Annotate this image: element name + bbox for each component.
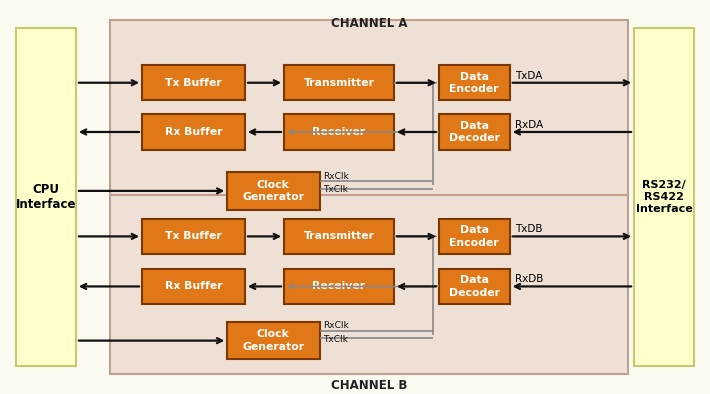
Text: CPU
Interface: CPU Interface [16,183,76,211]
Bar [227,322,320,359]
Bar [142,269,245,304]
Text: Clock
Generator: Clock Generator [242,180,305,202]
Bar [284,269,394,304]
Bar [439,65,510,100]
Text: TxClk: TxClk [323,185,348,194]
Text: TxDA: TxDA [515,71,543,81]
Text: TxClk: TxClk [323,335,348,344]
Text: RxDA: RxDA [515,120,544,130]
Text: RxClk: RxClk [323,172,349,180]
Bar [142,114,245,150]
Text: RxDB: RxDB [515,274,544,284]
Text: RxClk: RxClk [323,322,349,330]
Text: Tx Buffer: Tx Buffer [165,78,222,88]
Bar [284,114,394,150]
Text: Clock
Generator: Clock Generator [242,329,305,352]
Bar [284,219,394,254]
Text: Data
Encoder: Data Encoder [449,225,499,247]
Bar [227,172,320,210]
Text: Rx Buffer: Rx Buffer [165,281,222,292]
Bar [142,219,245,254]
Text: Transmitter: Transmitter [304,78,375,88]
Text: Transmitter: Transmitter [304,231,375,242]
Bar [439,114,510,150]
Text: Receiver: Receiver [312,127,366,137]
Text: Data
Decoder: Data Decoder [449,121,500,143]
Text: Receiver: Receiver [312,281,366,292]
Text: RS232/
RS422
Interface: RS232/ RS422 Interface [636,180,692,214]
Bar [439,219,510,254]
Text: Data
Encoder: Data Encoder [449,72,499,94]
Text: Data
Decoder: Data Decoder [449,275,500,297]
Bar [142,65,245,100]
Text: Rx Buffer: Rx Buffer [165,127,222,137]
Text: CHANNEL B: CHANNEL B [331,379,408,392]
Text: TxDB: TxDB [515,224,543,234]
Bar [634,28,694,366]
Bar [439,269,510,304]
Text: CHANNEL A: CHANNEL A [331,17,408,30]
Bar [284,65,394,100]
Bar [16,28,76,366]
Bar [110,20,628,374]
Text: Tx Buffer: Tx Buffer [165,231,222,242]
